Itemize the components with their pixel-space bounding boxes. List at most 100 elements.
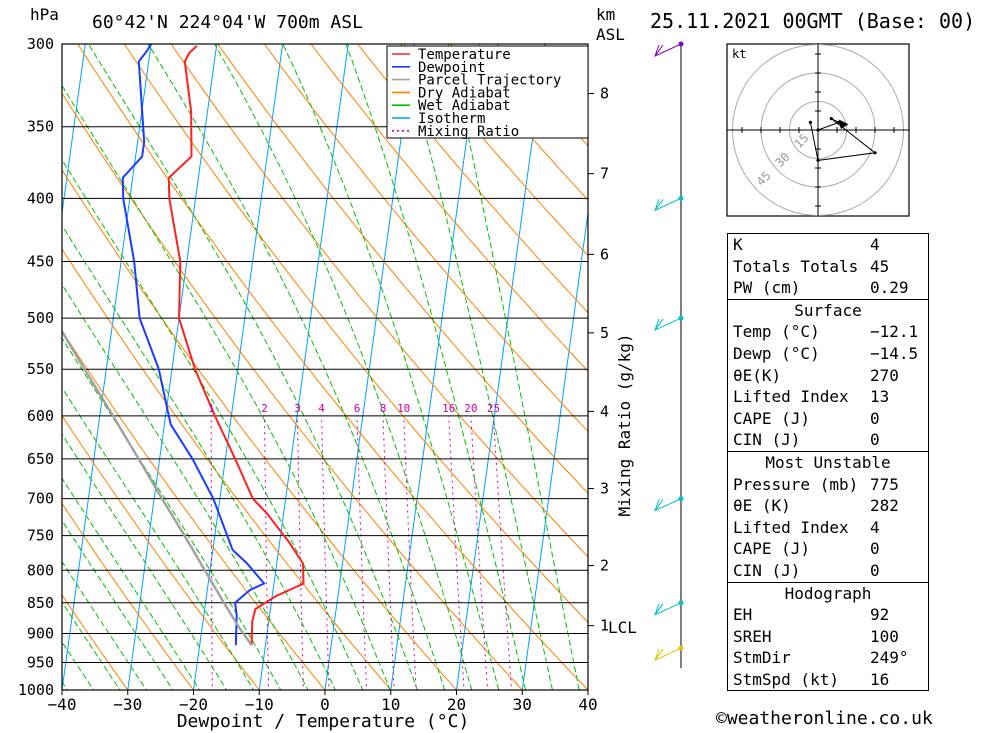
- dry-adiabat-line: [62, 168, 458, 690]
- pressure-tick-label: 400: [27, 189, 54, 207]
- hodograph-unit: kt: [732, 47, 746, 61]
- storm-motion-arrow: [838, 119, 849, 130]
- wet-adiabat-line: [214, 44, 473, 690]
- mixing-ratio-label: 4: [318, 402, 325, 415]
- mu-li-row: Lifted Index 4: [733, 517, 880, 537]
- lcl-label: LCL: [608, 618, 637, 637]
- dry-adiabat-line: [123, 44, 588, 624]
- x-tick-label: −10: [245, 695, 274, 714]
- x-tick-label: 40: [578, 695, 597, 714]
- mu-theta-row: θE (K) 282: [733, 496, 899, 516]
- pressure-tick-label: 900: [27, 624, 54, 642]
- axis-ticks: −40 −30 −20 −10 0 10 20 30 40 8 7 6 5 4 3 2 1: [48, 85, 609, 714]
- mixing-ratio-label: 2: [261, 402, 268, 415]
- isotherm-line: [456, 44, 547, 690]
- dry-adiabat-line: [62, 594, 129, 690]
- wet-adiabat-line: [345, 44, 527, 690]
- mu-pressure-row: Pressure (mb) 775: [733, 474, 899, 494]
- km-tick-label: 3: [600, 480, 609, 498]
- pressure-tick-label: 650: [27, 450, 54, 468]
- pressure-tick-label: 1000: [18, 681, 54, 699]
- mu-cin-row: CIN (J) 0: [733, 560, 880, 580]
- dry-adiabat-line: [62, 330, 326, 690]
- isotherm-line: [127, 44, 218, 690]
- hodograph-point: [816, 158, 820, 162]
- wet-adiabat-line: [62, 224, 336, 690]
- stmspd-row: StmSpd (kt) 16: [733, 669, 890, 689]
- asl-label: ASL: [596, 25, 625, 44]
- wind-barb: [654, 647, 682, 662]
- surface-title: Surface: [794, 300, 862, 320]
- mixing-ratio-line: [210, 415, 213, 690]
- km-tick-label: 1: [600, 617, 609, 635]
- wet-adiabat-line: [62, 158, 364, 690]
- surface-dewp-row: Dewp (°C) −14.5: [733, 343, 919, 363]
- hodograph-point: [808, 120, 813, 124]
- km-tick-label: 7: [600, 165, 609, 183]
- legend-entry: Dewpoint: [418, 60, 485, 76]
- mixing-ratio-label: 3: [294, 402, 301, 415]
- series-temperature: [167, 45, 305, 646]
- hodograph-point: [829, 117, 833, 121]
- wet-adiabat-line: [62, 641, 95, 690]
- pressure-tick-label: 500: [27, 309, 54, 327]
- legend-entry: Temperature: [418, 47, 511, 63]
- copyright-link[interactable]: ©weatheronline.co.uk: [716, 708, 933, 729]
- x-tick-label: 0: [320, 695, 330, 714]
- surface-temp-row: Temp (°C) −12.1: [733, 322, 919, 342]
- wet-adiabat-line: [62, 477, 201, 690]
- location-title: 60°42'N 224°04'W 700m ASL: [92, 12, 363, 33]
- km-tick-label: 6: [600, 245, 609, 263]
- wet-adiabat-line: [62, 283, 309, 690]
- dry-adiabat-line: [77, 44, 588, 690]
- pressure-tick-label: 850: [27, 594, 54, 612]
- wet-adiabat-line: [62, 560, 147, 690]
- mu-cape-row: CAPE (J) 0: [733, 539, 880, 559]
- wind-barb: [654, 602, 682, 616]
- km-tick-label: 8: [600, 85, 609, 103]
- dry-adiabat-line: [217, 44, 588, 494]
- eh-row: EH 92: [733, 605, 890, 625]
- dry-adiabat-line: [310, 44, 588, 372]
- legend-entry: Wet Adiabat: [418, 98, 511, 114]
- wind-barb: [654, 317, 682, 332]
- mixing-ratio-label: 1: [208, 402, 215, 415]
- dry-adiabat-line: [356, 44, 588, 314]
- mixing-ratio-line: [356, 415, 368, 690]
- date-title: 25.11.2021 00GMT (Base: 00): [650, 9, 975, 33]
- wet-adiabat-line: [87, 44, 418, 690]
- wet-adiabat-line: [62, 84, 391, 690]
- pressure-tick-label: 550: [27, 360, 54, 378]
- pressure-tick-label: 600: [27, 407, 54, 425]
- mixing-ratio-label: 10: [397, 402, 410, 415]
- isotherm-line: [324, 44, 415, 690]
- dry-adiabat-line: [62, 414, 260, 690]
- dry-adiabat-line: [263, 44, 588, 433]
- wet-adiabat-line: [447, 44, 580, 690]
- surface-li-row: Lifted Index 13: [733, 387, 890, 407]
- wet-adiabat-line: [62, 433, 228, 690]
- mixing-ratio-label: 16: [442, 402, 455, 415]
- mixing-ratio-axis-label: Mixing Ratio (g/kg): [615, 333, 634, 516]
- isotherm-line: [193, 44, 284, 690]
- km-tick-label: 2: [600, 557, 609, 575]
- isotherm-line: [521, 209, 588, 690]
- legend-entry: Dry Adiabat: [418, 85, 511, 101]
- background-lines: [62, 44, 588, 690]
- hodograph-point: [816, 128, 820, 132]
- series-parcel-trajectory: [62, 329, 253, 646]
- mixing-ratio-line: [448, 415, 465, 690]
- dry-adiabat-line: [170, 44, 588, 558]
- isotherm-line: [62, 44, 86, 217]
- wet-adiabat-line: [282, 44, 500, 690]
- mixing-ratio-label: 8: [380, 402, 387, 415]
- wet-adiabat-line: [62, 386, 255, 690]
- km-label: km: [596, 5, 615, 24]
- most-unstable-title: Most Unstable: [765, 452, 891, 472]
- mixing-ratio-label: 20: [464, 402, 477, 415]
- stmdir-row: StmDir 249°: [733, 648, 909, 668]
